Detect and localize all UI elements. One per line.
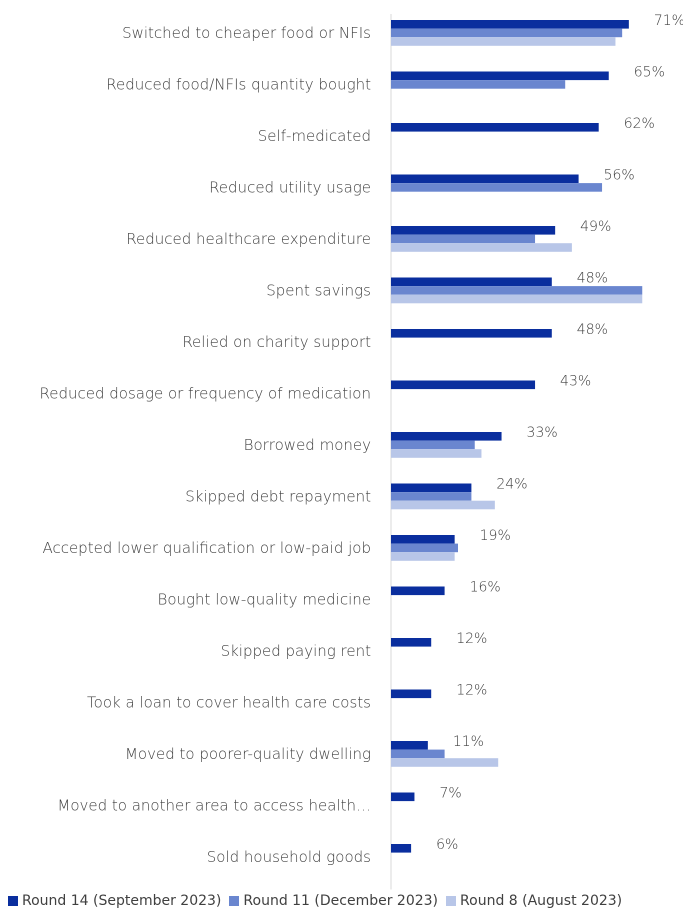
bar-series-0 bbox=[391, 123, 599, 132]
data-label: 65% bbox=[634, 65, 665, 81]
category-label: Relied on charity support bbox=[182, 333, 371, 351]
bar-series-0 bbox=[391, 792, 415, 802]
category-label: Spent savings bbox=[266, 281, 371, 299]
bar-series-2 bbox=[391, 294, 643, 304]
legend-swatch-round-11 bbox=[229, 896, 240, 906]
bar-series-1 bbox=[391, 492, 472, 501]
legend: Round 14 (September 2023) Round 11 (Dece… bbox=[8, 893, 622, 909]
data-label: 24% bbox=[496, 477, 527, 493]
data-label: 43% bbox=[560, 374, 591, 390]
legend-label-round-8: Round 8 (August 2023) bbox=[460, 893, 623, 909]
category-label: Borrowed money bbox=[244, 436, 371, 454]
category-label: Reduced dosage or frequency of medicatio… bbox=[39, 384, 371, 402]
bar-series-0 bbox=[391, 844, 412, 853]
data-label: 12% bbox=[456, 631, 487, 647]
data-label: 7% bbox=[439, 786, 461, 802]
data-label: 16% bbox=[470, 580, 501, 596]
data-label: 33% bbox=[527, 425, 558, 441]
bar-series-1 bbox=[391, 543, 458, 553]
category-label: Moved to another area to access health… bbox=[57, 796, 371, 814]
data-label: 71% bbox=[654, 13, 683, 29]
data-label: 49% bbox=[580, 219, 611, 235]
bar-series-0 bbox=[391, 432, 502, 441]
category-label: Accepted lower qualification or low-paid… bbox=[42, 539, 371, 557]
bar-series-1 bbox=[391, 286, 643, 295]
bar-series-2 bbox=[391, 500, 495, 510]
category-label: Skipped debt repayment bbox=[185, 487, 371, 505]
bar-series-1 bbox=[391, 234, 536, 244]
data-label: 12% bbox=[456, 683, 487, 699]
category-label: Took a loan to cover health care costs bbox=[87, 693, 371, 711]
data-label: 19% bbox=[480, 528, 511, 544]
data-label: 62% bbox=[624, 116, 655, 132]
data-label: 48% bbox=[577, 322, 608, 338]
bar-series-1 bbox=[391, 749, 445, 759]
category-label: Reduced healthcare expenditure bbox=[126, 230, 371, 248]
category-label: Switched to cheaper food or NFIs bbox=[122, 24, 371, 42]
legend-item-round-11: Round 11 (December 2023) bbox=[229, 893, 438, 909]
data-label: 11% bbox=[453, 734, 484, 750]
category-label: Moved to poorer-quality dwelling bbox=[125, 745, 371, 763]
bar-series-2 bbox=[391, 758, 499, 767]
bar-series-0 bbox=[391, 741, 428, 750]
data-label: 48% bbox=[577, 271, 608, 287]
bar-series-0 bbox=[391, 226, 556, 235]
data-label: 6% bbox=[436, 837, 458, 853]
legend-label-round-11: Round 11 (December 2023) bbox=[243, 893, 439, 909]
data-label: 56% bbox=[604, 168, 635, 184]
bar-chart: Switched to cheaper food or NFIs 71% Reduc… bbox=[39, 13, 683, 890]
category-label: Skipped paying rent bbox=[221, 642, 372, 660]
legend-item-round-8: Round 8 (August 2023) bbox=[446, 893, 622, 909]
bar-series-2 bbox=[391, 37, 616, 46]
legend-swatch-round-8 bbox=[446, 896, 457, 906]
bar-series-2 bbox=[391, 552, 455, 561]
legend-swatch-round-14 bbox=[8, 896, 18, 906]
legend-item-round-14: Round 14 (September 2023) bbox=[8, 893, 221, 909]
bar-series-0 bbox=[391, 174, 579, 184]
category-label: Self-medicated bbox=[258, 127, 371, 145]
bar-series-0 bbox=[391, 586, 445, 596]
bar-series-0 bbox=[391, 689, 432, 699]
bar-series-0 bbox=[391, 638, 432, 647]
bar-series-0 bbox=[391, 20, 629, 29]
bar-series-1 bbox=[391, 183, 603, 192]
category-label: Reduced food/NFIs quantity bought bbox=[106, 75, 371, 93]
bar-series-1 bbox=[391, 440, 475, 450]
bar-series-0 bbox=[391, 535, 455, 544]
bar-series-1 bbox=[391, 80, 566, 89]
bar-series-2 bbox=[391, 243, 572, 252]
bar-series-0 bbox=[391, 483, 472, 493]
bar-series-0 bbox=[391, 277, 552, 287]
legend-label-round-14: Round 14 (September 2023) bbox=[22, 893, 222, 909]
bar-series-1 bbox=[391, 28, 623, 38]
bar-series-0 bbox=[391, 329, 552, 338]
bar-series-0 bbox=[391, 380, 536, 390]
category-label: Sold household goods bbox=[207, 848, 371, 866]
bar-series-2 bbox=[391, 449, 482, 458]
category-label: Bought low-quality medicine bbox=[158, 590, 371, 608]
category-label: Reduced utility usage bbox=[209, 178, 371, 196]
bar-series-0 bbox=[391, 71, 609, 81]
